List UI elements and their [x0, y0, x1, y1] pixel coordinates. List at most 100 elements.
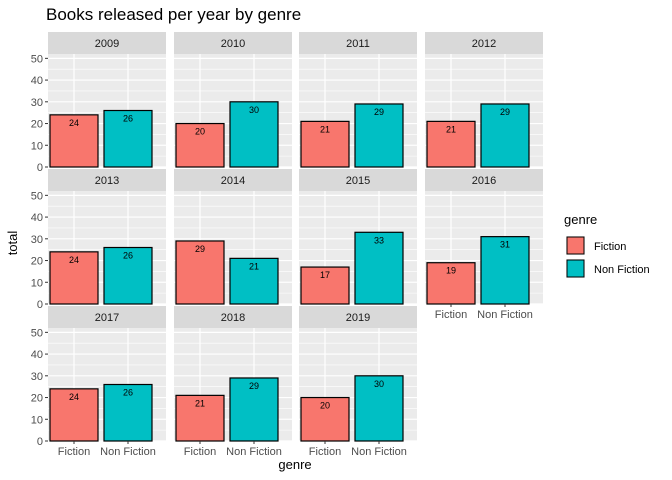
facet-strip — [299, 32, 417, 54]
bar-value-label: 26 — [123, 388, 133, 398]
facet-strip — [299, 169, 417, 191]
bar-value-label: 24 — [69, 255, 79, 265]
bar-2013-fiction — [49, 251, 99, 305]
facet-panel-2009: 2009 24 26 0 10 20 30 40 50 — [31, 32, 166, 174]
y-tick-label: 0 — [37, 162, 43, 174]
facet-strip — [425, 32, 543, 54]
bar-2017-non-fiction — [103, 383, 153, 442]
y-tick-label: 40 — [31, 75, 43, 87]
y-tick-label: 20 — [31, 119, 43, 131]
facet-panel-2015: 2015 17 33 — [299, 169, 417, 305]
facet-panel-2013: 2013 24 26 0 10 20 30 40 50 — [31, 169, 166, 311]
bar-2013-non-fiction — [103, 246, 153, 305]
bar-2014-fiction — [175, 240, 225, 305]
facet-strip — [174, 32, 292, 54]
bar-value-label: 21 — [320, 124, 330, 134]
bar-2012-non-fiction — [480, 103, 530, 168]
bar-value-label: 24 — [69, 392, 79, 402]
x-tick-label: Fiction — [184, 446, 216, 458]
bar-value-label: 17 — [320, 270, 330, 280]
facet-strip — [48, 32, 166, 54]
bar-2010-non-fiction — [229, 101, 279, 168]
x-tick-label: Fiction — [435, 309, 467, 321]
x-tick-label: Non Fiction — [477, 309, 533, 321]
facet-strip-label: 2011 — [346, 38, 370, 50]
y-tick-label: 20 — [31, 256, 43, 268]
bar-value-label: 21 — [249, 261, 259, 271]
y-tick-label: 0 — [37, 299, 43, 311]
bar-value-label: 19 — [446, 266, 456, 276]
x-axis-title: genre — [278, 457, 311, 472]
facet-strip — [425, 169, 543, 191]
bar-2009-non-fiction — [103, 109, 153, 168]
y-tick-label: 40 — [31, 349, 43, 361]
y-tick-label: 40 — [31, 212, 43, 224]
facet-panel-2018: 2018 21 29 Fiction Non Fiction — [174, 306, 292, 458]
bar-value-label: 20 — [320, 401, 330, 411]
facet-panel-2014: 2014 29 21 — [174, 169, 292, 305]
bar-value-label: 30 — [249, 105, 259, 115]
bar-2010-fiction — [175, 122, 225, 168]
bar-value-label: 30 — [374, 379, 384, 389]
bar-2014-non-fiction — [229, 257, 279, 305]
facet-panel-2010: 2010 20 30 — [174, 32, 292, 168]
facet-strip-label: 2009 — [95, 38, 119, 50]
facet-strip-label: 2018 — [221, 312, 245, 324]
y-tick-label: 10 — [31, 277, 43, 289]
x-tick-label: Non Fiction — [100, 446, 156, 458]
facet-strip — [48, 169, 166, 191]
bar-value-label: 29 — [249, 381, 259, 391]
bar-2016-non-fiction — [480, 236, 530, 305]
y-tick-label: 50 — [31, 190, 43, 202]
facet-panel-2011: 2011 21 29 — [299, 32, 417, 168]
legend-swatch-non-fiction — [566, 259, 585, 278]
bar-value-label: 21 — [195, 398, 205, 408]
facet-strip-label: 2010 — [221, 38, 245, 50]
y-tick-label: 10 — [31, 414, 43, 426]
bar-value-label: 20 — [195, 127, 205, 137]
legend-swatch-fiction — [566, 236, 585, 255]
bar-2015-non-fiction — [354, 231, 404, 305]
bar-value-label: 29 — [500, 107, 510, 117]
x-tick-label: Fiction — [58, 446, 90, 458]
bar-value-label: 29 — [195, 244, 205, 254]
bar-2012-fiction — [426, 120, 476, 168]
facet-strip-label: 2019 — [346, 312, 370, 324]
bar-value-label: 33 — [374, 235, 384, 245]
y-tick-label: 20 — [31, 393, 43, 405]
bar-value-label: 24 — [69, 118, 79, 128]
bar-value-label: 26 — [123, 114, 133, 124]
bar-value-label: 21 — [446, 124, 456, 134]
bar-2015-fiction — [300, 266, 350, 305]
y-tick-label: 10 — [31, 140, 43, 152]
y-tick-label: 50 — [31, 327, 43, 339]
x-tick-label: Non Fiction — [226, 446, 282, 458]
y-tick-label: 0 — [37, 436, 43, 448]
facet-panel-2016: 2016 19 31 Fiction Non Fiction — [425, 169, 543, 321]
bar-2009-fiction — [49, 114, 99, 168]
y-tick-label: 30 — [31, 234, 43, 246]
facet-strip — [174, 169, 292, 191]
bar-2018-non-fiction — [229, 377, 279, 442]
bar-2011-fiction — [300, 120, 350, 168]
facet-strip-label: 2013 — [95, 175, 119, 187]
facet-strip — [174, 306, 292, 328]
y-tick-label: 30 — [31, 97, 43, 109]
chart-title: Books released per year by genre — [46, 5, 301, 24]
facet-panel-2019: 2019 20 30 Fiction Non Fiction — [299, 306, 417, 458]
facet-strip — [48, 306, 166, 328]
bar-2017-fiction — [49, 388, 99, 442]
legend-label: Fiction — [594, 241, 626, 253]
bar-value-label: 31 — [500, 240, 510, 250]
x-tick-label: Fiction — [309, 446, 341, 458]
bar-2019-non-fiction — [354, 375, 404, 442]
facet-strip-label: 2015 — [346, 175, 370, 187]
legend-label: Non Fiction — [594, 264, 650, 276]
facet-panel-2012: 2012 21 29 — [425, 32, 543, 168]
bar-value-label: 29 — [374, 107, 384, 117]
y-tick-label: 30 — [31, 371, 43, 383]
facet-strip-label: 2012 — [472, 38, 496, 50]
